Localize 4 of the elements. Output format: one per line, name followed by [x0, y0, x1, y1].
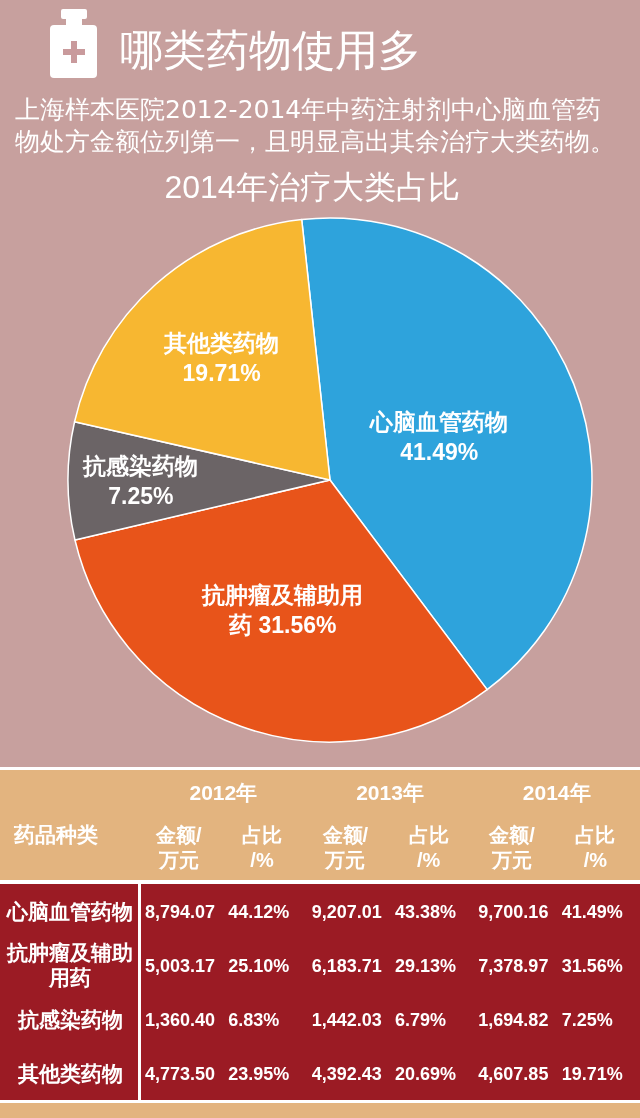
ylabel: 药品种类 [14, 823, 98, 846]
annotation: 上海样本医院2012-2014年中药注射剂中心脑血管药物处方金额位列第一，且明显高出其余治疗大类药物。 [15, 95, 615, 156]
heading: 哪类药物使用多 [120, 26, 421, 74]
title: 2014年治疗大类占比 [164, 169, 460, 205]
